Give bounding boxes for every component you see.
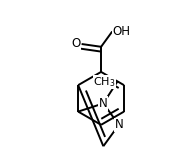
Text: O: O — [71, 37, 80, 50]
Text: CH$_3$: CH$_3$ — [94, 75, 116, 89]
Text: OH: OH — [113, 25, 131, 38]
Text: N: N — [99, 97, 108, 110]
Text: N: N — [114, 118, 123, 131]
